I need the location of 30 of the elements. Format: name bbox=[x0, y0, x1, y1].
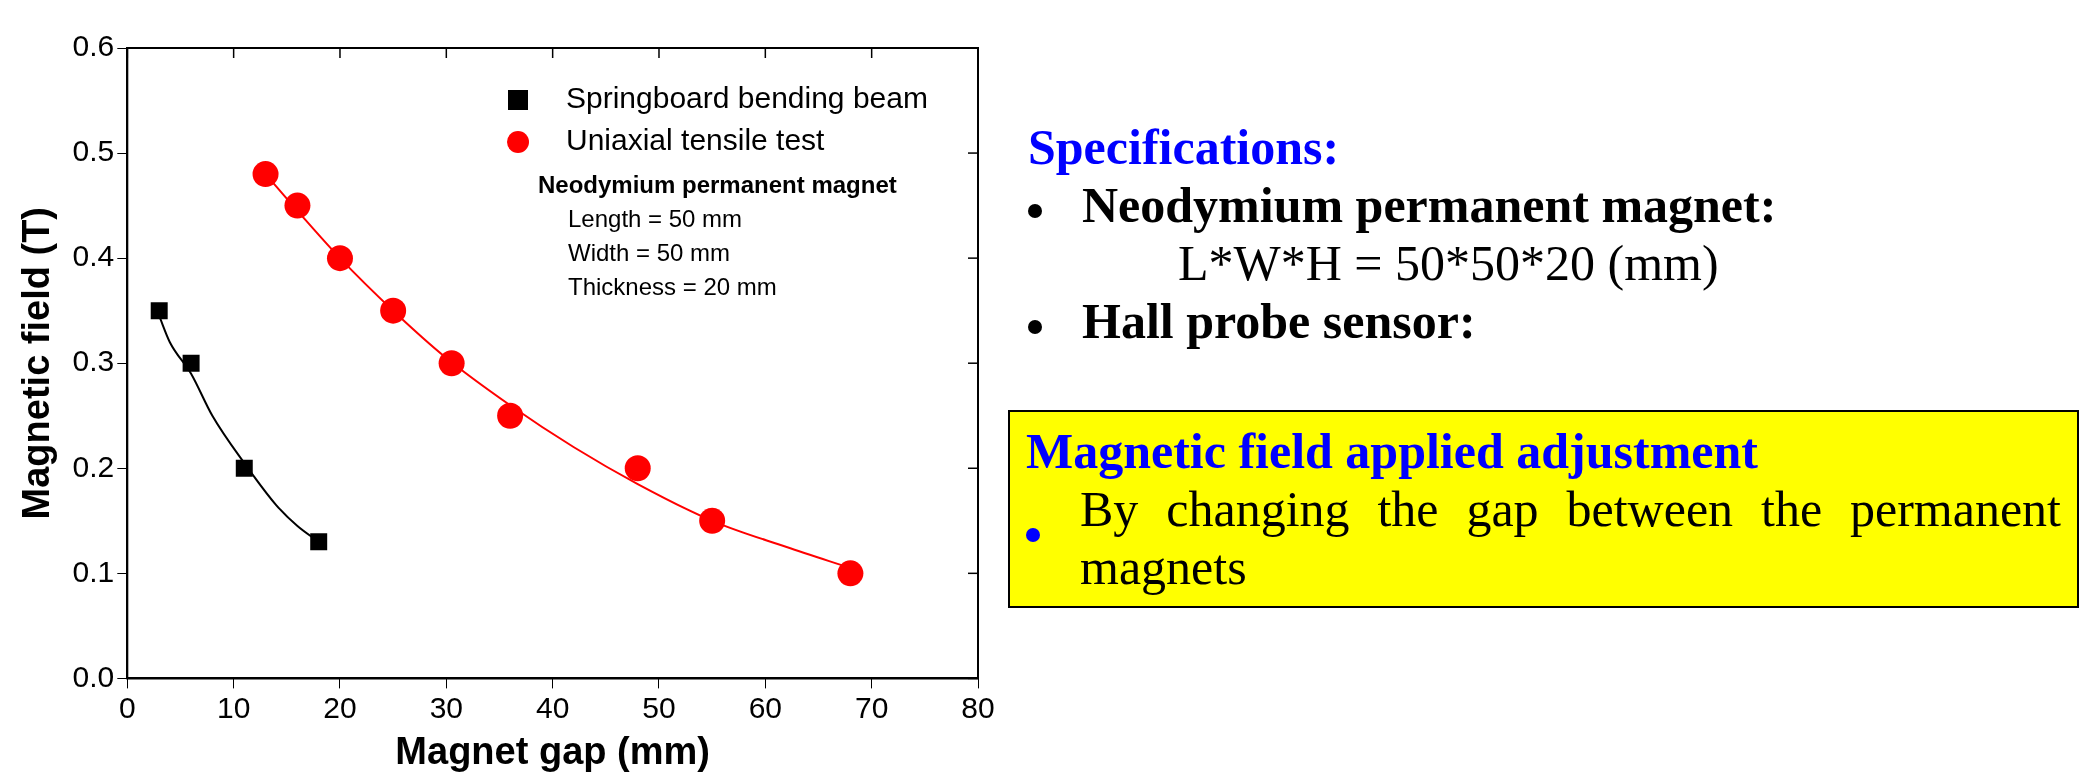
x-tick-label: 0 bbox=[118, 690, 136, 724]
legend-label: Springboard bending beam bbox=[566, 81, 928, 115]
text: Neodymium permanent magnet: bbox=[1082, 177, 1777, 233]
x-tick-label: 30 bbox=[429, 690, 463, 724]
y-tick-label: 0.5 bbox=[72, 134, 115, 168]
x-axis-title: Magnet gap (mm) bbox=[395, 729, 710, 772]
y-tick-label: 0.6 bbox=[72, 29, 115, 63]
text: Specifications: bbox=[1028, 118, 1341, 176]
x-tick-label: 10 bbox=[216, 690, 251, 724]
text: Magnetic field applied adjustment bbox=[1026, 422, 1759, 480]
annotation: Length = 50 mm bbox=[568, 204, 743, 232]
annotation: Width = 50 mm bbox=[568, 238, 731, 266]
x-tick-label: 50 bbox=[642, 690, 676, 724]
y-tick-label: 0.0 bbox=[72, 659, 115, 693]
annotation: Thickness = 20 mm bbox=[568, 272, 777, 300]
x-tick-label: 20 bbox=[323, 690, 357, 724]
y-tick-label: 0.3 bbox=[72, 344, 115, 378]
y-axis-title: Magnetic field (T) bbox=[15, 206, 58, 520]
y-tick-label: 0.1 bbox=[72, 554, 115, 588]
annotation: Neodymium permanent magnet bbox=[538, 170, 897, 198]
y-tick-label: 0.4 bbox=[72, 239, 115, 273]
text: L*W*H = 50*50*20 (mm) bbox=[1177, 234, 1720, 292]
text: Hall probe sensor: bbox=[1082, 293, 1476, 349]
x-tick-label: 80 bbox=[961, 690, 995, 724]
legend-label: Uniaxial tensile test bbox=[566, 123, 826, 157]
x-tick-label: 60 bbox=[748, 690, 783, 724]
y-tick-label: 0.2 bbox=[72, 449, 115, 483]
text: By changing the gap between the permanent magnets bbox=[1080, 480, 2061, 596]
x-tick-label: 70 bbox=[854, 690, 889, 724]
x-tick-label: 40 bbox=[535, 690, 570, 724]
